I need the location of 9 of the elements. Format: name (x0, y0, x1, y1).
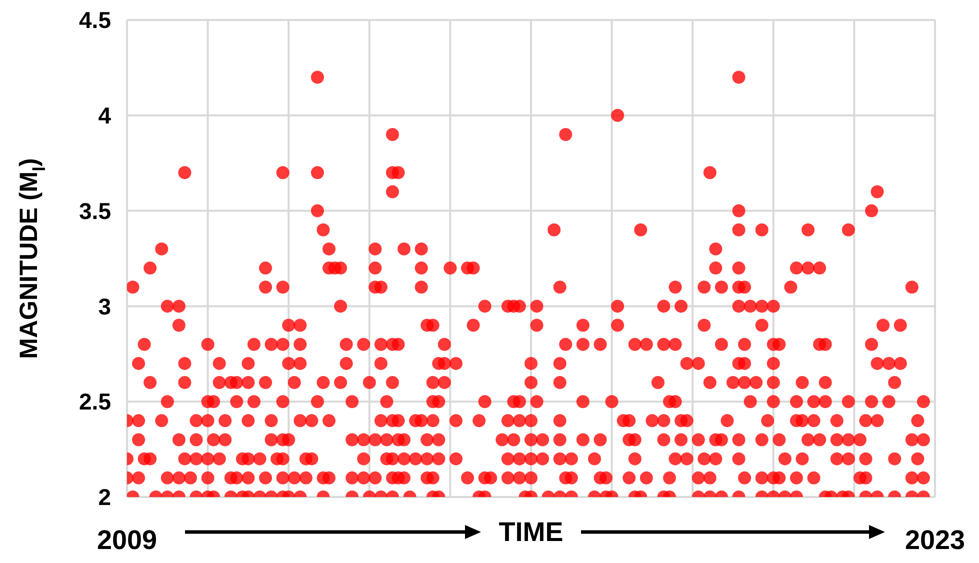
y-tick-label: 3.5 (79, 198, 112, 224)
x-tick-label: 2023 (904, 525, 966, 555)
y-tick-label: 2 (98, 484, 111, 510)
y-tick-label: 2.5 (79, 388, 112, 415)
x-tick-label: 2009 (96, 525, 158, 555)
y-tick-label: 4 (98, 102, 112, 128)
y-tick-label: 4.5 (79, 7, 112, 34)
x-axis-title: TIME (498, 517, 564, 547)
y-tick-label: 3 (98, 293, 111, 320)
